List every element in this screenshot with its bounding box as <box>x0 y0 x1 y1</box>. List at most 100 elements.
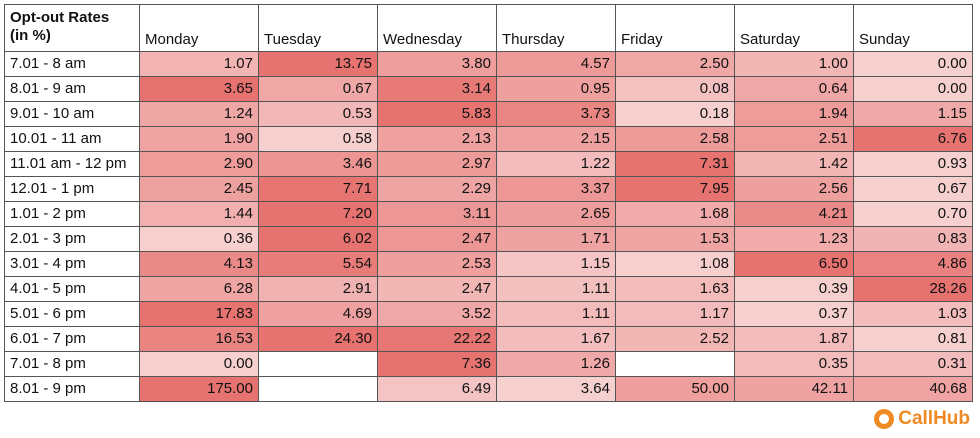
callhub-logo: CallHub <box>874 408 970 430</box>
heatmap-cell: 2.53 <box>377 251 497 277</box>
heatmap-cell: 6.49 <box>377 376 497 402</box>
heatmap-cell: 1.94 <box>734 101 854 127</box>
heatmap-cell: 0.36 <box>139 226 259 252</box>
heatmap-cell: 0.08 <box>615 76 735 102</box>
heatmap-cell: 0.39 <box>734 276 854 302</box>
heatmap-cell: 0.00 <box>853 51 973 77</box>
table-row: 8.01 - 9 pm 175.00 6.49 3.64 50.00 42.11 40.68 <box>4 376 973 402</box>
heatmap-cell: 4.86 <box>853 251 973 277</box>
heatmap-cell: 2.56 <box>734 176 854 202</box>
heatmap-cell: 1.68 <box>615 201 735 227</box>
heatmap-cell: 0.58 <box>258 126 378 152</box>
heatmap-cell: 1.67 <box>496 326 616 352</box>
table-row: 4.01 - 5 pm 6.28 2.91 2.47 1.11 1.63 0.39 28.26 <box>4 276 973 302</box>
heatmap-cell: 4.69 <box>258 301 378 327</box>
column-header-friday: Friday <box>615 4 735 52</box>
heatmap-cell: 2.50 <box>615 51 735 77</box>
table-row: 1.01 - 2 pm 1.44 7.20 3.11 2.65 1.68 4.21 0.70 <box>4 201 973 227</box>
heatmap-cell: 7.20 <box>258 201 378 227</box>
table-row: 3.01 - 4 pm 4.13 5.54 2.53 1.15 1.08 6.50 4.86 <box>4 251 973 277</box>
heatmap-cell: 2.47 <box>377 226 497 252</box>
heatmap-cell: 7.95 <box>615 176 735 202</box>
heatmap-cell: 2.47 <box>377 276 497 302</box>
heatmap-cell: 1.23 <box>734 226 854 252</box>
heatmap-cell: 2.29 <box>377 176 497 202</box>
heatmap-cell: 5.83 <box>377 101 497 127</box>
heatmap-cell: 2.97 <box>377 151 497 177</box>
heatmap-cell: 16.53 <box>139 326 259 352</box>
heatmap-cell: 1.26 <box>496 351 616 377</box>
heatmap-cell: 3.52 <box>377 301 497 327</box>
heatmap-cell: 1.15 <box>853 101 973 127</box>
heatmap-cell: 1.03 <box>853 301 973 327</box>
heatmap-cell: 2.13 <box>377 126 497 152</box>
column-header-tuesday: Tuesday <box>258 4 378 52</box>
title-line-2: (in %) <box>10 27 51 44</box>
callhub-logo-icon <box>874 409 895 429</box>
heatmap-cell: 1.17 <box>615 301 735 327</box>
heatmap-cell: 17.83 <box>139 301 259 327</box>
row-label: 7.01 - 8 am <box>4 51 140 77</box>
heatmap-cell: 1.44 <box>139 201 259 227</box>
heatmap-cell: 1.15 <box>496 251 616 277</box>
row-label: 12.01 - 1 pm <box>4 176 140 202</box>
heatmap-cell: 5.54 <box>258 251 378 277</box>
heatmap-cell: 3.80 <box>377 51 497 77</box>
header-row: Opt-out Rates (in %) Monday Tuesday Wedn… <box>4 4 973 52</box>
heatmap-cell: 1.00 <box>734 51 854 77</box>
column-header-thursday: Thursday <box>496 4 616 52</box>
heatmap-cell: 0.64 <box>734 76 854 102</box>
column-header-sunday: Sunday <box>853 4 973 52</box>
heatmap-cell: 3.73 <box>496 101 616 127</box>
heatmap-cell: 2.65 <box>496 201 616 227</box>
table-row: 7.01 - 8 am 1.07 13.75 3.80 4.57 2.50 1.00 0.00 <box>4 51 973 77</box>
heatmap-cell: 1.08 <box>615 251 735 277</box>
table-row: 10.01 - 11 am 1.90 0.58 2.13 2.15 2.58 2.51 6.7… <box>4 126 973 152</box>
callhub-logo-text: CallHub <box>898 408 970 429</box>
heatmap-cell: 1.07 <box>139 51 259 77</box>
row-label: 8.01 - 9 am <box>4 76 140 102</box>
heatmap-cell: 1.63 <box>615 276 735 302</box>
heatmap-cell: 6.50 <box>734 251 854 277</box>
heatmap-cell: 1.71 <box>496 226 616 252</box>
heatmap-cell: 1.11 <box>496 276 616 302</box>
heatmap-cell: 4.57 <box>496 51 616 77</box>
heatmap-cell: 2.15 <box>496 126 616 152</box>
heatmap-cell: 24.30 <box>258 326 378 352</box>
heatmap-cell: 40.68 <box>853 376 973 402</box>
heatmap-cell: 2.58 <box>615 126 735 152</box>
table-row: 2.01 - 3 pm 0.36 6.02 2.47 1.71 1.53 1.23 0.83 <box>4 226 973 252</box>
heatmap-cell: 1.22 <box>496 151 616 177</box>
heatmap-cell: 0.53 <box>258 101 378 127</box>
heatmap-cell: 1.87 <box>734 326 854 352</box>
heatmap-cell: 13.75 <box>258 51 378 77</box>
table-title: Opt-out Rates (in %) <box>4 4 140 52</box>
table-row: 7.01 - 8 pm 0.00 7.36 1.26 0.35 0.31 <box>4 351 973 377</box>
heatmap-cell: 2.90 <box>139 151 259 177</box>
heatmap-cell: 4.13 <box>139 251 259 277</box>
heatmap-cell: 1.90 <box>139 126 259 152</box>
heatmap-cell: 2.52 <box>615 326 735 352</box>
heatmap-cell: 2.45 <box>139 176 259 202</box>
table-row: 5.01 - 6 pm 17.83 4.69 3.52 1.11 1.17 0.37 1.03 <box>4 301 973 327</box>
column-header-saturday: Saturday <box>734 4 854 52</box>
heatmap-cell <box>258 351 378 377</box>
heatmap-cell: 1.53 <box>615 226 735 252</box>
heatmap-cell: 3.64 <box>496 376 616 402</box>
heatmap-cell: 7.36 <box>377 351 497 377</box>
row-label: 3.01 - 4 pm <box>4 251 140 277</box>
heatmap-cell: 22.22 <box>377 326 497 352</box>
heatmap-cell: 175.00 <box>139 376 259 402</box>
column-header-monday: Monday <box>139 4 259 52</box>
heatmap-cell: 6.76 <box>853 126 973 152</box>
heatmap-cell: 0.67 <box>853 176 973 202</box>
row-label: 5.01 - 6 pm <box>4 301 140 327</box>
heatmap-cell: 0.95 <box>496 76 616 102</box>
heatmap-cell: 1.24 <box>139 101 259 127</box>
row-label: 8.01 - 9 pm <box>4 376 140 402</box>
heatmap-cell: 0.93 <box>853 151 973 177</box>
heatmap-cell: 6.28 <box>139 276 259 302</box>
heatmap-cell: 0.00 <box>853 76 973 102</box>
heatmap-cell: 7.71 <box>258 176 378 202</box>
row-label: 2.01 - 3 pm <box>4 226 140 252</box>
